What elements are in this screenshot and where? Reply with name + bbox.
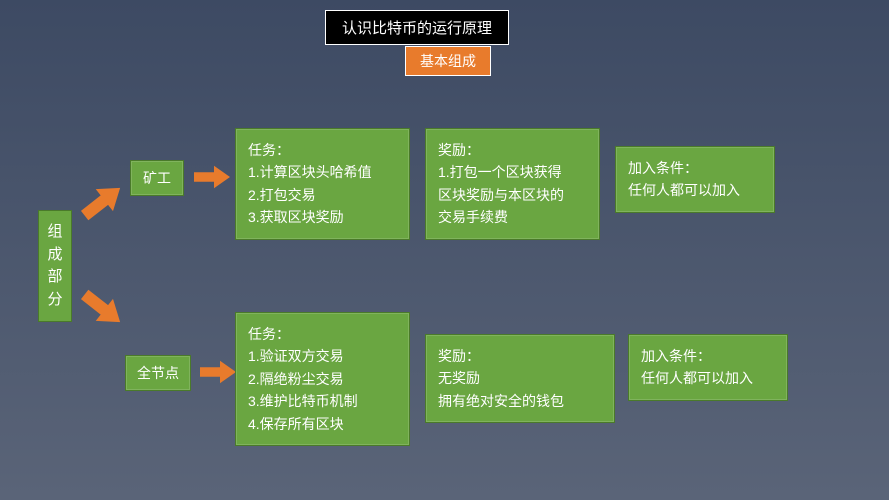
arrow-miner-to-task bbox=[190, 160, 234, 194]
arrow-root-to-fullnode bbox=[75, 288, 130, 328]
arrow-fullnode-to-task bbox=[196, 355, 240, 389]
fullnode-task-3: 3.维护比特币机制 bbox=[248, 390, 397, 412]
miner-reward-header: 奖励： bbox=[438, 139, 587, 161]
fullnode-task-box: 任务： 1.验证双方交易 2.隔绝粉尘交易 3.维护比特币机制 4.保存所有区块 bbox=[235, 312, 410, 446]
miner-reward-3: 交易手续费 bbox=[438, 206, 587, 228]
miner-condition-box: 加入条件： 任何人都可以加入 bbox=[615, 146, 775, 213]
fullnode-task-4: 4.保存所有区块 bbox=[248, 413, 397, 435]
miner-reward-2: 区块奖励与本区块的 bbox=[438, 184, 587, 206]
miner-cond-1: 任何人都可以加入 bbox=[628, 179, 762, 201]
fullnode-task-2: 2.隔绝粉尘交易 bbox=[248, 368, 397, 390]
fullnode-reward-header: 奖励： bbox=[438, 345, 602, 367]
main-title-text: 认识比特币的运行原理 bbox=[342, 20, 492, 37]
fullnode-cond-1: 任何人都可以加入 bbox=[641, 367, 775, 389]
miner-task-header: 任务： bbox=[248, 139, 397, 161]
fullnode-reward-1: 无奖励 bbox=[438, 367, 602, 389]
miner-reward-box: 奖励： 1.打包一个区块获得 区块奖励与本区块的 交易手续费 bbox=[425, 128, 600, 240]
arrow-root-to-miner bbox=[75, 182, 130, 222]
miner-task-2: 2.打包交易 bbox=[248, 184, 397, 206]
fullnode-condition-box: 加入条件： 任何人都可以加入 bbox=[628, 334, 788, 401]
miner-cond-header: 加入条件： bbox=[628, 157, 762, 179]
fullnode-task-header: 任务： bbox=[248, 323, 397, 345]
root-node: 组 成 部 分 bbox=[38, 210, 72, 322]
miner-task-box: 任务： 1.计算区块头哈希值 2.打包交易 3.获取区块奖励 bbox=[235, 128, 410, 240]
miner-label: 矿工 bbox=[143, 170, 171, 186]
fullnode-task-1: 1.验证双方交易 bbox=[248, 345, 397, 367]
subtitle-text: 基本组成 bbox=[420, 53, 476, 69]
root-char-3: 部 bbox=[39, 266, 71, 289]
miner-task-1: 1.计算区块头哈希值 bbox=[248, 161, 397, 183]
miner-node: 矿工 bbox=[130, 160, 184, 196]
root-char-2: 成 bbox=[39, 244, 71, 267]
fullnode-label: 全节点 bbox=[137, 365, 179, 381]
miner-task-3: 3.获取区块奖励 bbox=[248, 206, 397, 228]
fullnode-cond-header: 加入条件： bbox=[641, 345, 775, 367]
subtitle: 基本组成 bbox=[405, 46, 491, 76]
root-char-4: 分 bbox=[39, 289, 71, 312]
fullnode-reward-box: 奖励： 无奖励 拥有绝对安全的钱包 bbox=[425, 334, 615, 423]
miner-reward-1: 1.打包一个区块获得 bbox=[438, 161, 587, 183]
fullnode-node: 全节点 bbox=[125, 355, 191, 391]
root-char-1: 组 bbox=[39, 221, 71, 244]
main-title: 认识比特币的运行原理 bbox=[325, 10, 509, 45]
fullnode-reward-2: 拥有绝对安全的钱包 bbox=[438, 390, 602, 412]
